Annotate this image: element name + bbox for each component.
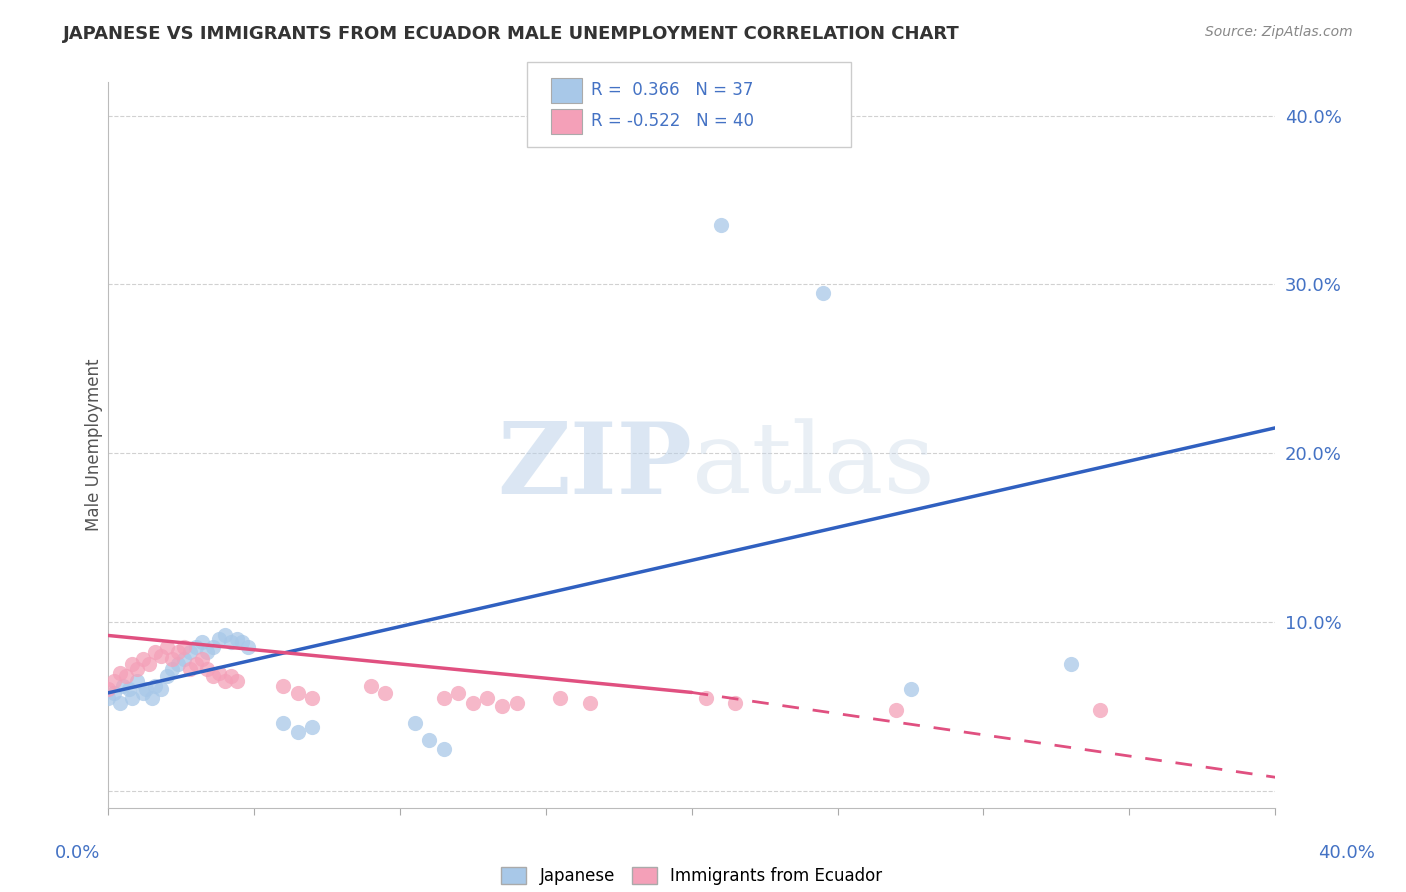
Point xyxy=(179,645,201,659)
Text: R = -0.522   N = 40: R = -0.522 N = 40 xyxy=(591,112,754,130)
Point xyxy=(360,679,382,693)
Legend: Japanese, Immigrants from Ecuador: Japanese, Immigrants from Ecuador xyxy=(494,859,890,892)
Point xyxy=(141,690,163,705)
Point xyxy=(111,679,134,693)
Point xyxy=(724,696,747,710)
Point xyxy=(202,640,225,655)
Point xyxy=(184,640,207,655)
Point xyxy=(149,648,172,663)
Point xyxy=(184,657,207,672)
Point xyxy=(710,219,733,233)
Point xyxy=(219,635,242,649)
Point xyxy=(132,686,155,700)
Point xyxy=(491,699,513,714)
Point xyxy=(190,635,212,649)
Point xyxy=(461,696,484,710)
Point xyxy=(374,686,396,700)
Text: JAPANESE VS IMMIGRANTS FROM ECUADOR MALE UNEMPLOYMENT CORRELATION CHART: JAPANESE VS IMMIGRANTS FROM ECUADOR MALE… xyxy=(63,25,960,43)
Point xyxy=(505,696,527,710)
Point xyxy=(811,285,834,300)
Point xyxy=(103,686,125,700)
Point xyxy=(1060,657,1083,672)
Y-axis label: Male Unemployment: Male Unemployment xyxy=(86,359,103,531)
Point xyxy=(884,703,907,717)
Point xyxy=(695,690,717,705)
Point xyxy=(97,682,120,697)
Point xyxy=(114,669,136,683)
Point xyxy=(173,640,195,655)
Point xyxy=(418,733,440,747)
Point xyxy=(121,657,143,672)
Point xyxy=(578,696,600,710)
Text: 0.0%: 0.0% xyxy=(55,844,100,862)
Point xyxy=(143,679,166,693)
Text: ZIP: ZIP xyxy=(496,418,692,515)
Point xyxy=(138,657,160,672)
Point xyxy=(167,645,190,659)
Point xyxy=(143,645,166,659)
Point xyxy=(225,673,247,688)
Point xyxy=(271,679,294,693)
Point xyxy=(550,690,572,705)
Point xyxy=(1088,703,1111,717)
Text: Source: ZipAtlas.com: Source: ZipAtlas.com xyxy=(1205,25,1353,39)
Point xyxy=(117,682,139,697)
Point xyxy=(231,635,253,649)
Point xyxy=(238,640,260,655)
Point xyxy=(433,741,456,756)
Point xyxy=(404,716,426,731)
Point xyxy=(433,690,456,705)
Point xyxy=(219,669,242,683)
Text: 40.0%: 40.0% xyxy=(1319,844,1375,862)
Point xyxy=(301,720,323,734)
Point xyxy=(162,662,184,676)
Point xyxy=(271,716,294,731)
Point xyxy=(149,682,172,697)
Point xyxy=(127,662,149,676)
Point xyxy=(214,628,236,642)
Point xyxy=(108,696,131,710)
Point xyxy=(447,686,470,700)
Point xyxy=(155,669,177,683)
Point xyxy=(179,662,201,676)
Point xyxy=(195,662,218,676)
Point xyxy=(287,686,309,700)
Point xyxy=(108,665,131,680)
Point xyxy=(162,652,184,666)
Point xyxy=(127,673,149,688)
Point xyxy=(195,645,218,659)
Point xyxy=(208,632,231,646)
Point xyxy=(208,665,231,680)
Point xyxy=(103,673,125,688)
Point xyxy=(301,690,323,705)
Point xyxy=(900,682,922,697)
Text: R =  0.366   N = 37: R = 0.366 N = 37 xyxy=(591,81,752,99)
Point xyxy=(190,652,212,666)
Point xyxy=(167,657,190,672)
Text: atlas: atlas xyxy=(692,418,935,515)
Point xyxy=(287,724,309,739)
Point xyxy=(97,690,120,705)
Point xyxy=(121,690,143,705)
Point xyxy=(202,669,225,683)
Point xyxy=(173,652,195,666)
Point xyxy=(132,652,155,666)
Point xyxy=(214,673,236,688)
Point xyxy=(135,682,157,697)
Point xyxy=(225,632,247,646)
Point xyxy=(477,690,499,705)
Point xyxy=(155,640,177,655)
